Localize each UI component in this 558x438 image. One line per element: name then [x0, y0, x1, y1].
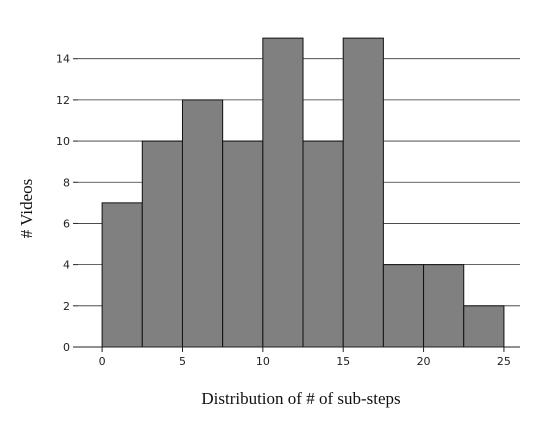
x-tick-label: 25	[497, 355, 511, 368]
y-tick-label: 6	[63, 217, 70, 230]
histogram-bar	[262, 37, 304, 348]
x-tick-label: 0	[99, 355, 106, 368]
y-tick-label: 4	[63, 259, 70, 272]
x-tick-label: 10	[256, 355, 270, 368]
x-tick-label: 5	[179, 355, 186, 368]
histogram-bar	[222, 140, 264, 348]
histogram-bar	[302, 140, 344, 348]
histogram-bar	[342, 37, 384, 348]
histogram-bar	[141, 140, 183, 348]
y-tick-label: 10	[56, 135, 70, 148]
x-axis: 0 5 10 15 20 25	[78, 346, 520, 368]
y-tick-label: 2	[63, 300, 70, 313]
x-tick-label: 20	[417, 355, 431, 368]
y-tick-label: 0	[63, 341, 70, 354]
y-tick-label: 12	[56, 94, 70, 107]
histogram-bar	[423, 264, 465, 348]
histogram-bar	[101, 202, 143, 348]
x-axis-label: Distribution of # of sub-steps	[201, 389, 400, 408]
histogram-bar	[463, 305, 505, 348]
y-axis: 0 2 4 6 8 10 12 14	[56, 53, 78, 354]
histogram-bar	[382, 264, 425, 348]
histogram-bar	[181, 99, 224, 348]
y-tick-label: 14	[56, 53, 70, 66]
y-axis-label: # Videos	[17, 179, 36, 239]
y-tick-label: 8	[63, 176, 70, 189]
histogram-bars	[101, 37, 505, 348]
x-tick-label: 15	[336, 355, 350, 368]
